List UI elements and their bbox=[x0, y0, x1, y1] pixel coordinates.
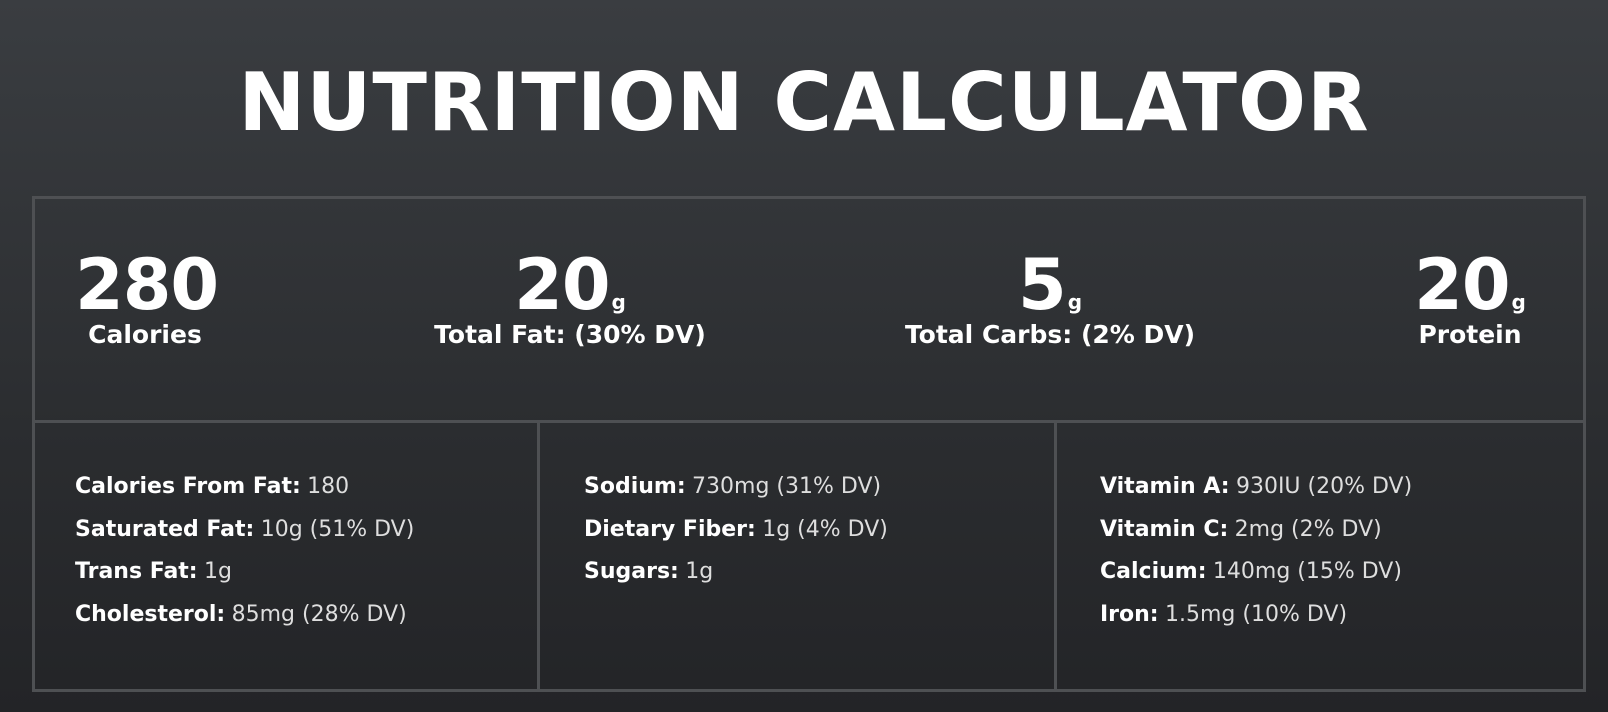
nutrient-label: Sodium: bbox=[584, 474, 686, 499]
total-fat-value: 20 bbox=[514, 244, 610, 326]
nutrient-value: 2mg (2% DV) bbox=[1234, 516, 1382, 542]
total-carbs-label: Total Carbs: (2% DV) bbox=[904, 320, 1196, 349]
nutrient-label: Vitamin C: bbox=[1100, 516, 1229, 542]
page-title: NUTRITION CALCULATOR bbox=[238, 56, 1370, 149]
nutrient-value: 1g bbox=[685, 559, 714, 584]
list-item: Sugars: 1g bbox=[584, 550, 888, 593]
details-column-vitamins: Vitamin A: 930IU (20% DV) Vitamin C: 2mg… bbox=[1057, 423, 1583, 689]
list-item: Sodium: 730mg (31% DV) bbox=[584, 465, 888, 508]
nutrient-label: Saturated Fat: bbox=[75, 516, 255, 542]
protein-value-line: 20 g bbox=[1414, 249, 1526, 321]
nutrient-value: 1g bbox=[204, 559, 232, 584]
nutrient-label: Dietary Fiber: bbox=[584, 516, 756, 542]
list-item: Vitamin A: 930IU (20% DV) bbox=[1100, 465, 1412, 508]
calories-value-line: 280 bbox=[75, 249, 220, 321]
details-list-vitamins: Vitamin A: 930IU (20% DV) Vitamin C: 2mg… bbox=[1100, 465, 1412, 635]
nutrient-value: 85mg (28% DV) bbox=[231, 601, 407, 627]
nutrient-value: 930IU (20% DV) bbox=[1235, 474, 1413, 499]
calories-label: Calories bbox=[88, 320, 202, 349]
total-fat-value-line: 20 g bbox=[514, 249, 626, 321]
nutrient-label: Trans Fat: bbox=[75, 559, 198, 584]
protein-unit: g bbox=[1511, 290, 1526, 314]
list-item: Cholesterol: 85mg (28% DV) bbox=[75, 593, 414, 636]
list-item: Iron: 1.5mg (10% DV) bbox=[1100, 593, 1412, 636]
list-item: Vitamin C: 2mg (2% DV) bbox=[1100, 508, 1412, 551]
list-item: Saturated Fat: 10g (51% DV) bbox=[75, 508, 414, 551]
nutrient-value: 730mg (31% DV) bbox=[692, 474, 882, 499]
list-item: Calories From Fat: 180 bbox=[75, 465, 414, 508]
total-fat-unit: g bbox=[611, 290, 626, 314]
protein-label: Protein bbox=[1418, 320, 1522, 349]
nutrient-label: Iron: bbox=[1100, 601, 1159, 627]
protein-stat: 20 g Protein bbox=[1380, 249, 1560, 349]
nutrient-label: Vitamin A: bbox=[1100, 474, 1230, 499]
nutrient-label: Calcium: bbox=[1100, 559, 1207, 584]
total-carbs-value: 5 bbox=[1017, 244, 1067, 326]
details-list-carbs: Sodium: 730mg (31% DV) Dietary Fiber: 1g… bbox=[584, 465, 888, 593]
nutrient-label: Sugars: bbox=[584, 559, 679, 584]
nutrient-value: 10g (51% DV) bbox=[260, 516, 415, 542]
list-item: Calcium: 140mg (15% DV) bbox=[1100, 550, 1412, 593]
calories-value: 280 bbox=[75, 244, 219, 326]
details-list-fats: Calories From Fat: 180 Saturated Fat: 10… bbox=[75, 465, 414, 635]
details-row: Calories From Fat: 180 Saturated Fat: 10… bbox=[35, 423, 1583, 689]
nutrient-label: Cholesterol: bbox=[75, 601, 226, 627]
total-carbs-unit: g bbox=[1067, 290, 1083, 314]
nutrient-value: 1g (4% DV) bbox=[762, 516, 888, 542]
nutrient-label: Calories From Fat: bbox=[75, 474, 301, 499]
list-item: Trans Fat: 1g bbox=[75, 550, 414, 593]
details-column-carbs: Sodium: 730mg (31% DV) Dietary Fiber: 1g… bbox=[540, 423, 1057, 689]
details-column-fats: Calories From Fat: 180 Saturated Fat: 10… bbox=[35, 423, 540, 689]
nutrient-value: 1.5mg (10% DV) bbox=[1165, 601, 1348, 627]
nutrient-value: 180 bbox=[307, 474, 350, 499]
nutrient-value: 140mg (15% DV) bbox=[1212, 559, 1402, 584]
protein-value: 20 bbox=[1414, 244, 1510, 326]
list-item: Dietary Fiber: 1g (4% DV) bbox=[584, 508, 888, 551]
total-fat-label: Total Fat: (30% DV) bbox=[434, 320, 706, 349]
total-fat-stat: 20 g Total Fat: (30% DV) bbox=[430, 249, 710, 349]
calories-stat: 280 Calories bbox=[75, 249, 219, 349]
